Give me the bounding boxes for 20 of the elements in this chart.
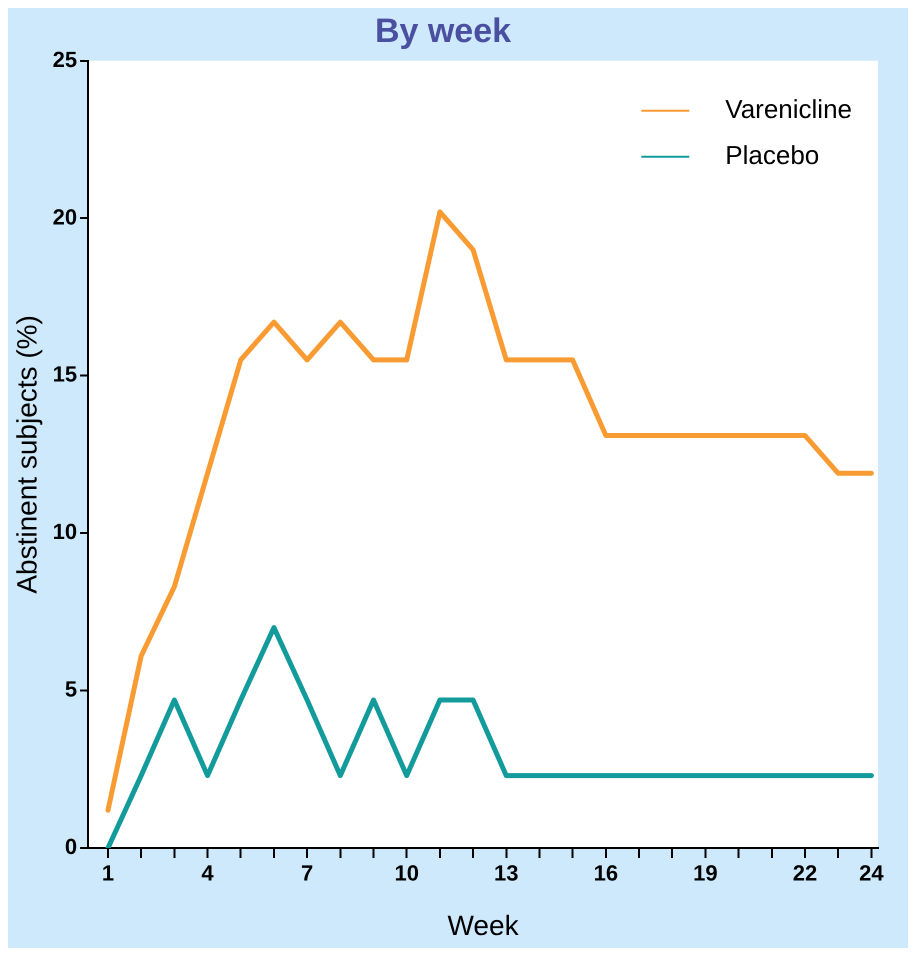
chart-title: By week: [374, 12, 512, 50]
y-tick-label: 20: [52, 204, 78, 230]
y-tick-label: 10: [52, 519, 78, 544]
legend-label: Placebo: [725, 140, 820, 170]
x-tick-label: 16: [594, 860, 618, 886]
y-tick-label: 5: [64, 676, 78, 702]
x-tick-label: 1: [102, 860, 114, 886]
y-tick-label: 0: [64, 834, 78, 860]
x-axis-title: Week: [447, 910, 520, 941]
y-tick-label: 25: [52, 46, 78, 72]
y-tick-label: 15: [52, 362, 78, 387]
x-tick-label: 7: [301, 860, 314, 886]
x-tick-label: 13: [494, 860, 519, 886]
y-axis-title: Abstinent subjects (%): [12, 315, 43, 594]
x-tick-label: 24: [859, 860, 884, 886]
x-tick-label: 19: [693, 860, 718, 886]
x-tick-label: 4: [201, 860, 214, 886]
x-tick-label: 10: [394, 860, 419, 886]
legend-label: Varenicline: [725, 94, 852, 124]
x-tick-label: 22: [792, 860, 818, 886]
